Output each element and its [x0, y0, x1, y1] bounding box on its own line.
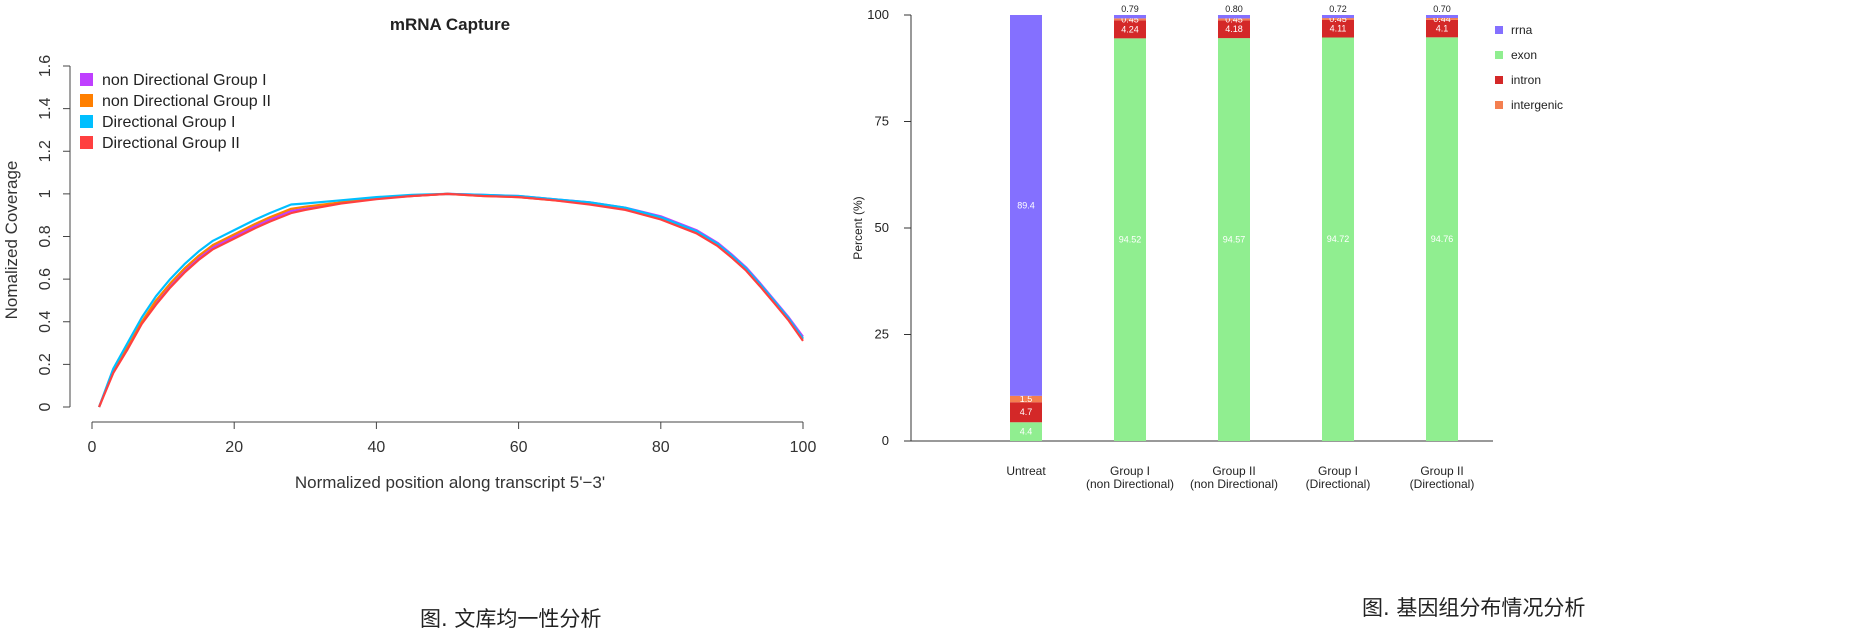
x-axis-label: Normalized position along transcript 5'−…	[295, 473, 605, 492]
y-tick-label: 1.2	[37, 140, 54, 162]
bar-data-label: 4.11	[1330, 24, 1347, 34]
category-label: Group I	[1318, 464, 1358, 478]
legend-label-intron: intron	[1511, 73, 1541, 87]
y-tick-label: 0	[37, 402, 54, 411]
legend-swatch-rrna	[1495, 26, 1503, 34]
bar-segment-exon	[1218, 38, 1250, 441]
category-label: Group II	[1212, 464, 1255, 478]
category-label: Group I	[1110, 464, 1150, 478]
left-figure-caption: 图. 文库均一性分析	[420, 607, 602, 631]
bar-data-label: 1.5	[1020, 394, 1033, 404]
bar-segment-intron	[1114, 20, 1146, 39]
legend-swatch-2	[80, 115, 93, 128]
bar-segment-intron	[1426, 19, 1458, 38]
series-line-3	[98, 192, 804, 408]
bar-segment-rrna	[1218, 15, 1250, 19]
x-tick-label: 20	[225, 439, 243, 456]
category-label: (non Directional)	[1086, 477, 1174, 491]
bar-data-label: 94.52	[1119, 235, 1142, 245]
bar-segment-intergenic	[1114, 18, 1146, 21]
category-label: (Directional)	[1306, 477, 1371, 491]
bar-data-label: 0.80	[1225, 4, 1243, 14]
legend-label-3: Directional Group II	[102, 135, 240, 152]
y-tick-label: 1.6	[37, 55, 54, 77]
bar-segment-exon	[1010, 422, 1042, 441]
legend-label-intergenic: intergenic	[1511, 98, 1563, 112]
bar-data-label: 4.7	[1020, 407, 1033, 417]
category-label: (Directional)	[1410, 477, 1475, 491]
bar-segment-intergenic	[1426, 17, 1458, 20]
legend-swatch-3	[80, 136, 93, 149]
bar-data-label: 0.45	[1121, 14, 1139, 24]
bar-segment-intron	[1322, 19, 1354, 38]
series-line-0	[98, 192, 804, 408]
bar-data-label: 94.76	[1431, 234, 1454, 244]
x-tick-label: 100	[790, 439, 817, 456]
bar-segment-exon	[1426, 37, 1458, 442]
bar-segment-intergenic	[1218, 18, 1250, 21]
bar-data-label: 4.18	[1225, 24, 1243, 34]
coverage-line-chart: mRNA Capture 0 0.2 0.4 0.6 0.8 1 1.2 1.4 1.6 0 20 40…	[2, 15, 817, 492]
bar-segment-intron	[1010, 402, 1042, 423]
bar-segment-exon	[1114, 38, 1146, 442]
series-line-1	[98, 192, 804, 408]
right-figure-caption: 图. 基因组分布情况分析	[1362, 596, 1586, 620]
bar-data-label: 89.4	[1017, 200, 1035, 210]
genome-distribution-bar-chart: 4.44.71.589.4Untreat94.524.240.450.79Gro…	[1000, 4, 1563, 491]
legend-label-1: non Directional Group II	[102, 93, 271, 110]
legend-swatch-exon	[1495, 51, 1503, 59]
bar-data-label: 94.72	[1327, 234, 1350, 244]
y-tick-label: 1	[37, 189, 54, 198]
legend-swatch-intergenic	[1495, 101, 1503, 109]
bar-segment-intergenic	[1010, 395, 1042, 403]
x-tick-label: 40	[368, 439, 386, 456]
bar-segment-rrna	[1322, 15, 1354, 19]
bar-segment-rrna	[1010, 15, 1042, 396]
y-tick-label: 0.2	[37, 353, 54, 375]
bar-segment-intergenic	[1322, 18, 1354, 20]
legend-swatch-0	[80, 73, 93, 86]
legend-swatch-intron	[1495, 76, 1503, 84]
category-label: Untreat	[1006, 464, 1046, 478]
y-tick-label: 0.4	[37, 311, 54, 333]
y-tick-label: 0.8	[37, 225, 54, 247]
bar-data-label: 0.79	[1121, 4, 1139, 14]
legend-swatch-1	[80, 94, 93, 107]
legend-label-exon: exon	[1511, 48, 1537, 62]
x-tick-label: 80	[652, 439, 670, 456]
bar-segment-rrna	[1426, 15, 1458, 18]
x-tick-label: 0	[88, 439, 97, 456]
bar-segment-rrna	[1114, 15, 1146, 19]
category-label: Group II	[1420, 464, 1463, 478]
y-tick-label: 1.4	[37, 97, 54, 119]
legend-label-2: Directional Group I	[102, 114, 235, 131]
bar-data-label: 0.70	[1433, 4, 1451, 14]
y-axis-label: Nomalized Coverage	[2, 161, 21, 320]
x-tick-label: 60	[510, 439, 528, 456]
legend-label-rrna: rrna	[1511, 23, 1533, 37]
bar-data-label: 0.72	[1329, 4, 1347, 14]
y-tick-label: 0.6	[37, 268, 54, 290]
series-line-2	[98, 192, 804, 408]
bar-data-label: 4.24	[1121, 24, 1139, 34]
legend-label-0: non Directional Group I	[102, 72, 267, 89]
bar-data-label: 0.45	[1329, 14, 1347, 24]
bar-data-label: 0.45	[1225, 14, 1243, 24]
bar-segment-exon	[1322, 37, 1354, 442]
bar-data-label: 0.44	[1433, 14, 1451, 24]
bar-data-label: 4.4	[1020, 427, 1033, 437]
category-label: (non Directional)	[1190, 477, 1278, 491]
chart-title: mRNA Capture	[390, 15, 510, 34]
bar-segment-intron	[1218, 20, 1250, 39]
bar-data-label: 4.1	[1436, 24, 1449, 34]
bar-data-label: 94.57	[1223, 235, 1246, 245]
